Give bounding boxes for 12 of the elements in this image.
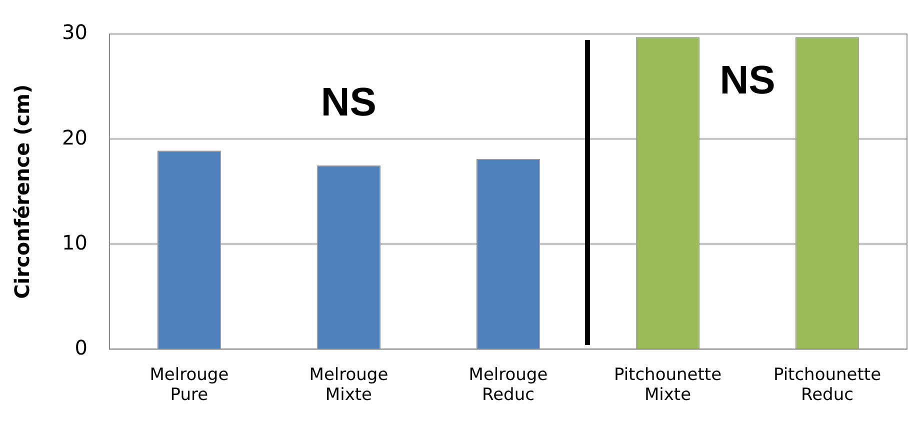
y-tick-label: 30 bbox=[62, 20, 88, 44]
y-tick-label: 0 bbox=[74, 335, 88, 360]
y-tick-label: 20 bbox=[62, 125, 88, 150]
annotation: NS bbox=[320, 80, 376, 126]
x-tick-label: Pitchounette Reduc bbox=[773, 364, 882, 406]
y-axis-title: Circonférence (cm) bbox=[10, 84, 34, 299]
annotation: NS bbox=[720, 58, 776, 104]
x-tick-label: Pitchounette Mixte bbox=[614, 364, 722, 406]
x-tick-label: Melrouge Reduc bbox=[468, 364, 548, 406]
y-tick-label: 10 bbox=[62, 230, 88, 254]
x-tick-label: Melrouge Mixte bbox=[309, 364, 388, 406]
x-tick-label: Melrouge Pure bbox=[150, 364, 229, 406]
